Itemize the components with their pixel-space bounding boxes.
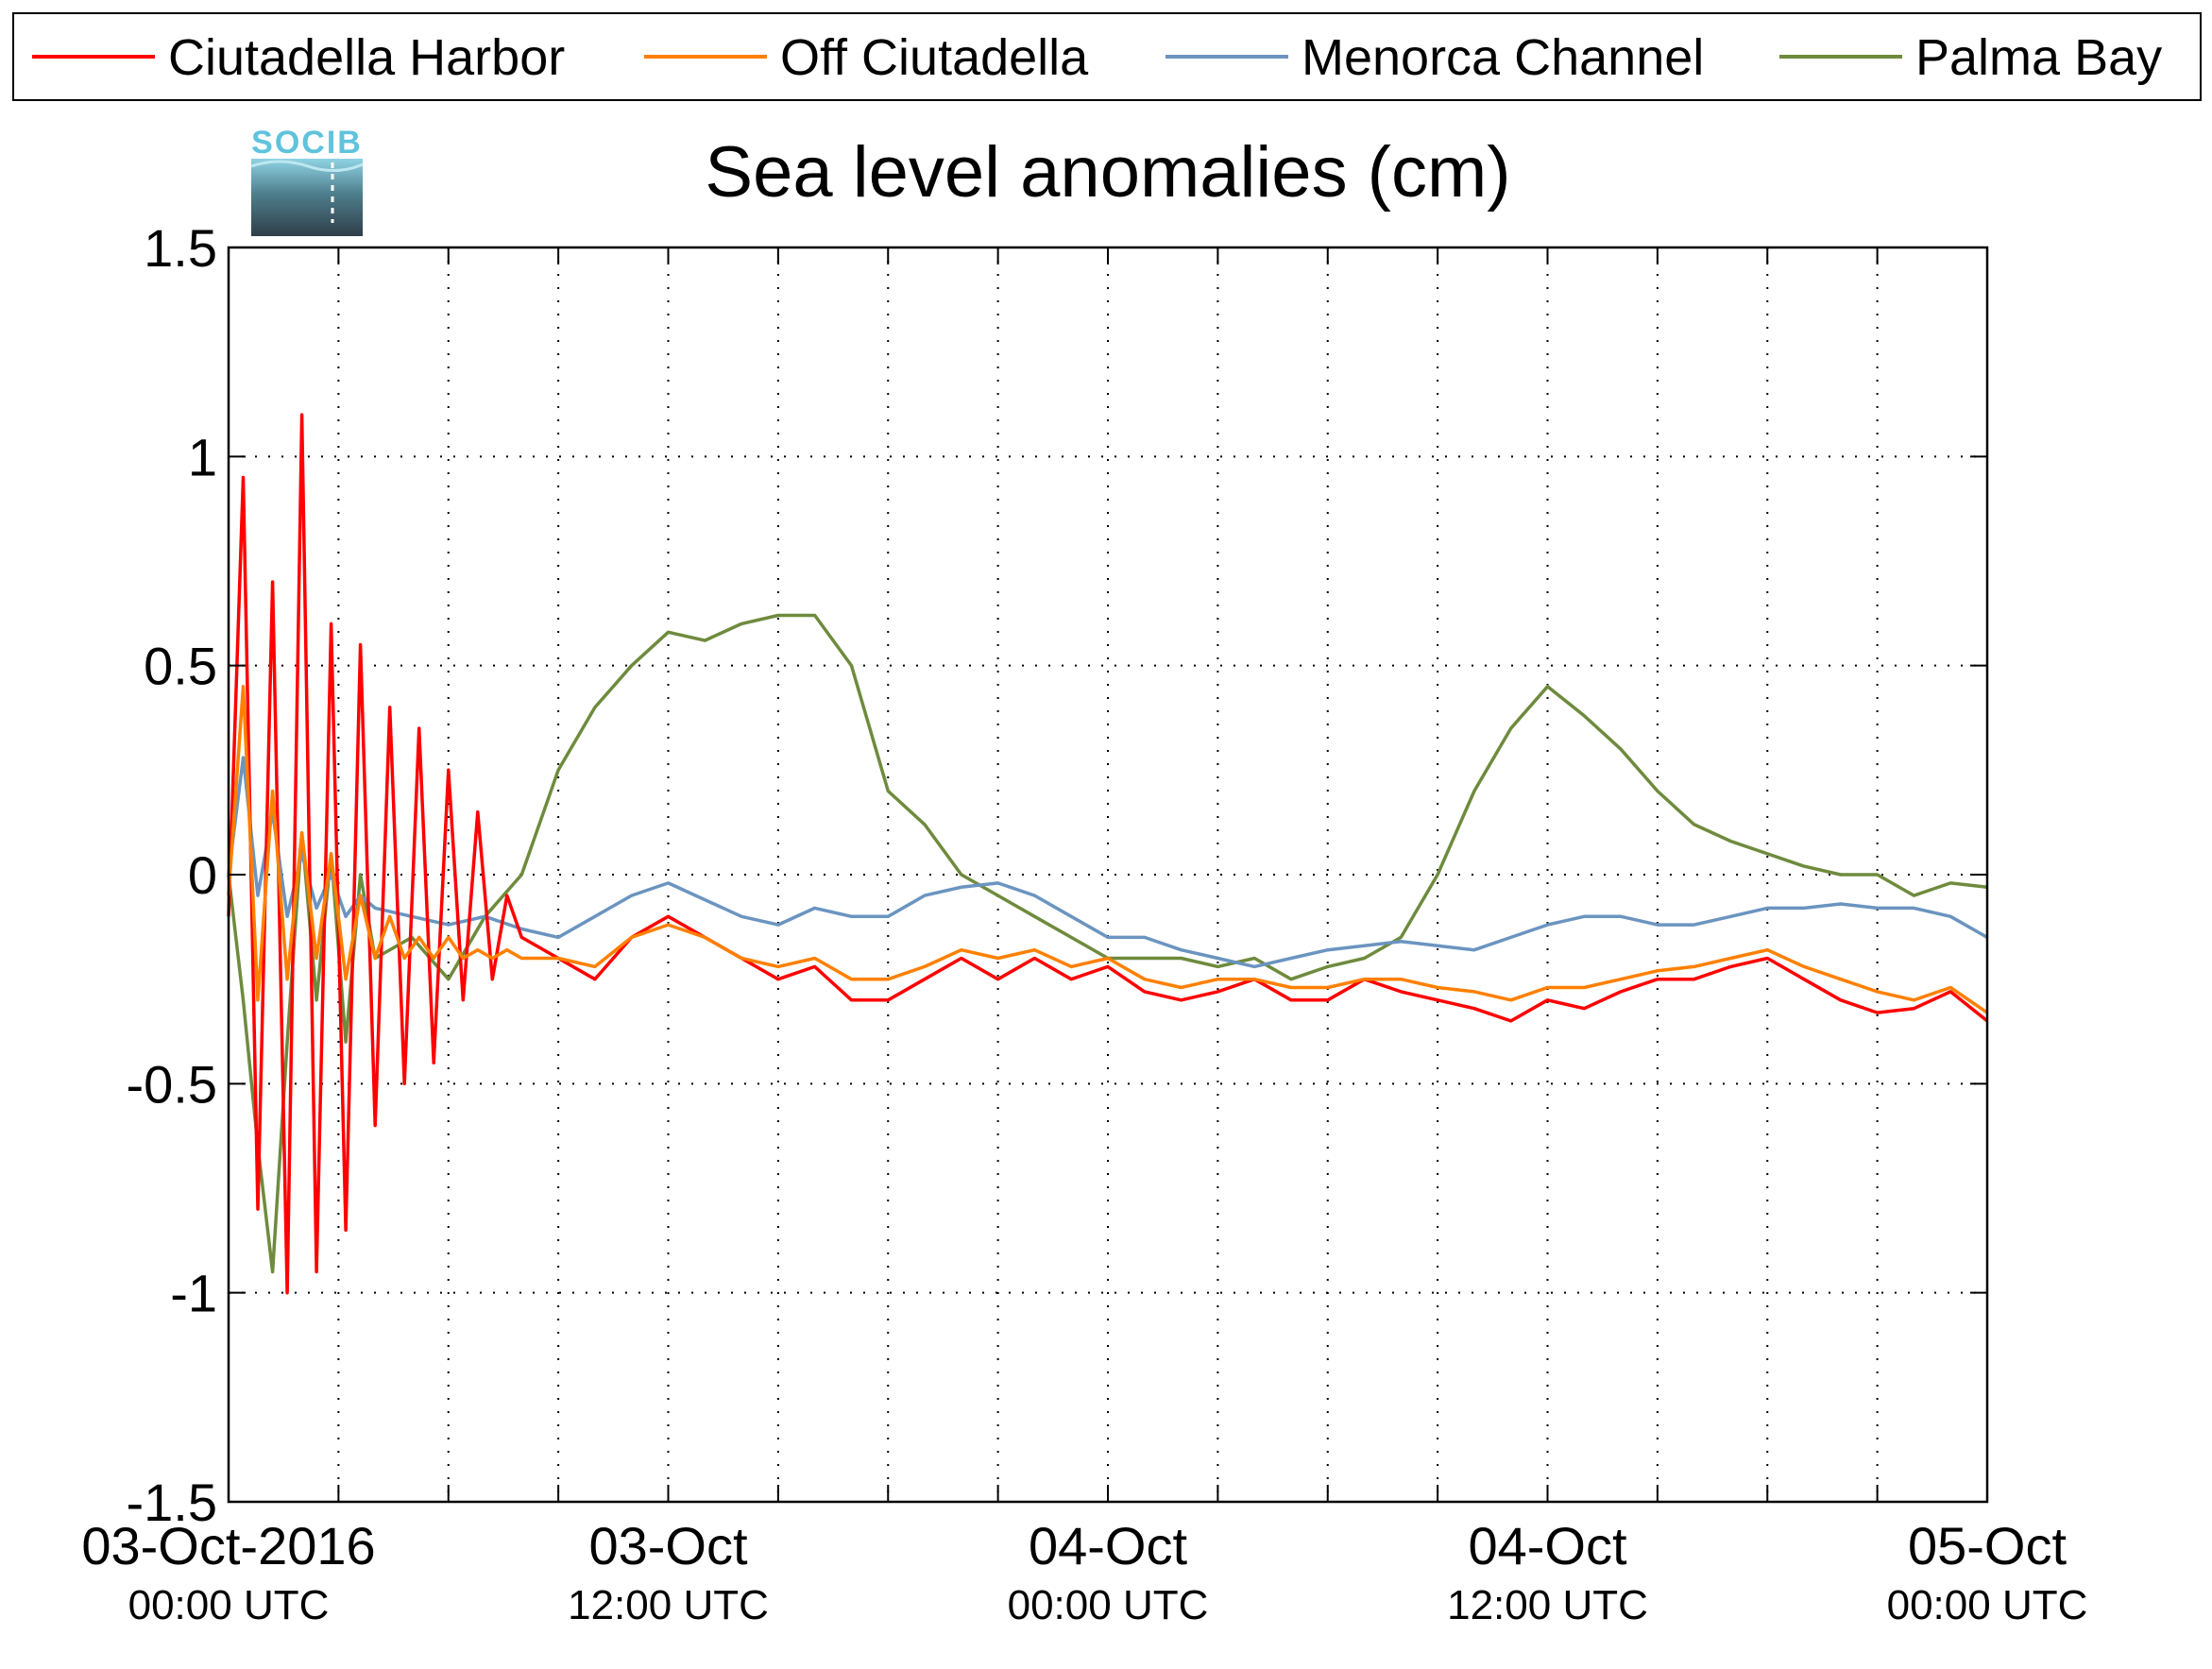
x-tick-label-time: 00:00 UTC bbox=[1887, 1582, 2088, 1628]
x-tick-label-time: 00:00 UTC bbox=[128, 1582, 330, 1628]
logo-wave bbox=[251, 159, 363, 236]
chart-title: Sea level anomalies (cm) bbox=[705, 132, 1510, 213]
series-line-off-ciutadella bbox=[227, 685, 1988, 1014]
x-tick-label-date: 03-Oct bbox=[588, 1516, 747, 1575]
legend-label: Menorca Channel bbox=[1302, 29, 1704, 86]
legend-label: Off Ciutadella bbox=[780, 29, 1089, 86]
legend-label: Palma Bay bbox=[1915, 29, 2162, 86]
series-line-ciutadella-harbor bbox=[227, 413, 1989, 1295]
y-axis-labels: -1.5 -1 -0.5 0 0.5 1 1.5 bbox=[127, 218, 218, 1532]
y-tick-label: 0.5 bbox=[144, 637, 217, 696]
legend-label: Ciutadella Harbor bbox=[168, 29, 565, 86]
logo-text: SOCIB bbox=[251, 125, 363, 161]
legend: Ciutadella Harbor Off Ciutadella Menorca C… bbox=[12, 12, 2202, 101]
x-tick-label-time: 00:00 UTC bbox=[1008, 1582, 1209, 1628]
grid bbox=[229, 247, 1987, 1502]
series-layer bbox=[227, 413, 1989, 1295]
y-tick-label: -0.5 bbox=[127, 1054, 218, 1114]
y-tick-label: 1.5 bbox=[144, 218, 217, 278]
x-tick-label-date: 05-Oct bbox=[1908, 1516, 2067, 1575]
x-tick-label-date: 03-Oct-2016 bbox=[81, 1516, 375, 1575]
socib-logo: SOCIB bbox=[250, 125, 364, 236]
ticks bbox=[229, 247, 1987, 1503]
series-line-palma-bay bbox=[227, 613, 1988, 1274]
y-tick-label: -1.5 bbox=[127, 1473, 218, 1532]
x-axis-labels: 03-Oct-2016 00:00 UTC 03-Oct 12:00 UTC 04-Oc… bbox=[81, 1516, 2087, 1628]
x-tick-label-time: 12:00 UTC bbox=[568, 1582, 769, 1628]
x-tick-label-time: 12:00 UTC bbox=[1447, 1582, 1648, 1628]
x-tick-label-date: 04-Oct bbox=[1029, 1516, 1187, 1575]
y-tick-label: -1 bbox=[170, 1264, 217, 1323]
y-tick-label: 0 bbox=[188, 845, 217, 905]
x-tick-label-date: 04-Oct bbox=[1468, 1516, 1626, 1575]
y-tick-label: 1 bbox=[188, 427, 217, 486]
